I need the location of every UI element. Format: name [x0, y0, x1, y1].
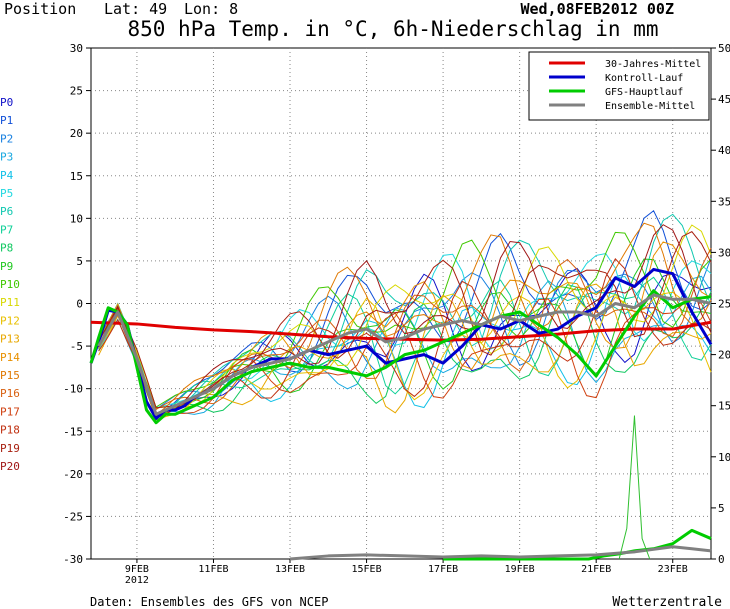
- left-tick-label: 10: [70, 212, 83, 225]
- legend-label-control: Kontroll-Lauf: [605, 73, 683, 84]
- right-tick-label: 20: [718, 349, 730, 362]
- date-tick-label: 23FEB: [658, 564, 688, 575]
- member-label: P17: [0, 405, 20, 418]
- date-tick-label: 19FEB: [505, 564, 535, 575]
- member-label: P14: [0, 351, 20, 364]
- left-tick-label: -10: [63, 383, 83, 396]
- left-tick-label: 0: [76, 298, 83, 311]
- member-labels: P0 P1 P2 P3 P4 P5 P6 P7 P8 P9 P10 P11 P12 P13 P14 P15 P1…: [0, 96, 20, 473]
- member-label: P6: [0, 205, 13, 218]
- chart-title: 850 hPa Temp. in °C, 6h-Niederschlag in …: [127, 17, 658, 41]
- date-tick-sublabel: 2012: [125, 575, 149, 586]
- right-tick-label: 35: [718, 195, 730, 208]
- left-tick-label: 30: [70, 42, 83, 55]
- left-tick-label: -5: [70, 340, 83, 353]
- date-tick-label: 17FEB: [428, 564, 458, 575]
- left-tick-label: 25: [70, 85, 83, 98]
- member-label: P16: [0, 387, 20, 400]
- member-label: P8: [0, 242, 13, 255]
- right-tick-label: 45: [718, 93, 730, 106]
- left-tick-label: -20: [63, 468, 83, 481]
- left-tick-label: -15: [63, 425, 83, 438]
- data-source-label: Daten: Ensembles des GFS von NCEP: [90, 595, 328, 609]
- series-line-control: [89, 267, 713, 420]
- latitude-label: Lat: 49: [104, 0, 167, 18]
- series-line-climate: [90, 320, 712, 342]
- left-tick-label: 15: [70, 170, 83, 183]
- right-tick-label: 30: [718, 246, 730, 259]
- member-label: P19: [0, 442, 20, 455]
- series-line-ens_mean: [97, 293, 712, 416]
- member-label: P0: [0, 96, 13, 109]
- ensemble-member-line: [98, 258, 712, 420]
- right-tick-label: 5: [718, 502, 725, 515]
- brand-label: Wetterzentrale: [612, 595, 722, 609]
- right-tick-label: 50: [718, 42, 730, 55]
- position-label: Position: [4, 0, 76, 18]
- right-tick-label: 0: [718, 553, 725, 566]
- member-label: P9: [0, 260, 13, 273]
- member-label: P10: [0, 278, 20, 291]
- left-tick-label: -25: [63, 510, 83, 523]
- main-series-lines: [89, 267, 713, 561]
- member-label: P13: [0, 333, 20, 346]
- member-label: P15: [0, 369, 20, 382]
- series-line-ens_mean: [289, 545, 712, 561]
- legend-label-gfs-main: GFS-Hauptlauf: [605, 87, 683, 98]
- member-label: P7: [0, 223, 13, 236]
- date-tick-label: 11FEB: [198, 564, 228, 575]
- member-label: P5: [0, 187, 13, 200]
- member-label: P3: [0, 151, 13, 164]
- right-tick-label: 15: [718, 400, 730, 413]
- legend-label-ens-mean: Ensemble-Mittel: [605, 101, 695, 112]
- model-run-label: Wed,08FEB2012 00Z: [520, 0, 674, 18]
- member-label: P12: [0, 314, 20, 327]
- ensemble-member-line: [98, 297, 712, 419]
- member-label: P18: [0, 424, 20, 437]
- date-tick-label: 13FEB: [275, 564, 305, 575]
- date-tick-label: 21FEB: [581, 564, 611, 575]
- legend-label-climate: 30-Jahres-Mittel: [605, 59, 701, 70]
- left-tick-label: 20: [70, 127, 83, 140]
- series-line-gfs_main: [89, 289, 712, 425]
- member-label: P11: [0, 296, 20, 309]
- member-label: P1: [0, 114, 13, 127]
- right-tick-label: 10: [718, 451, 730, 464]
- date-tick-label: 15FEB: [352, 564, 382, 575]
- member-label: P4: [0, 169, 14, 182]
- left-tick-label: 5: [76, 255, 83, 268]
- ensemble-member-line: [98, 222, 712, 416]
- ensemble-member-line: [98, 267, 712, 416]
- ensemble-member-line: [98, 213, 712, 416]
- longitude-label: Lon: 8: [184, 0, 238, 18]
- member-label: P2: [0, 132, 13, 145]
- right-tick-label: 25: [718, 298, 730, 311]
- series-line-member: [618, 415, 651, 560]
- left-tick-label: -30: [63, 553, 83, 566]
- legend: 30-Jahres-Mittel Kontroll-Lauf GFS-Haupt…: [528, 51, 710, 121]
- date-tick-label: 9FEB: [125, 564, 149, 575]
- left-temperature-axis: 30 25 20 15 10 5 0 -5 -10 -15 -20 -25 -30: [63, 42, 91, 566]
- member-label: P20: [0, 460, 20, 473]
- ensemble-member-line: [98, 224, 712, 418]
- right-tick-label: 40: [718, 144, 730, 157]
- ensemble-member-line: [98, 284, 712, 417]
